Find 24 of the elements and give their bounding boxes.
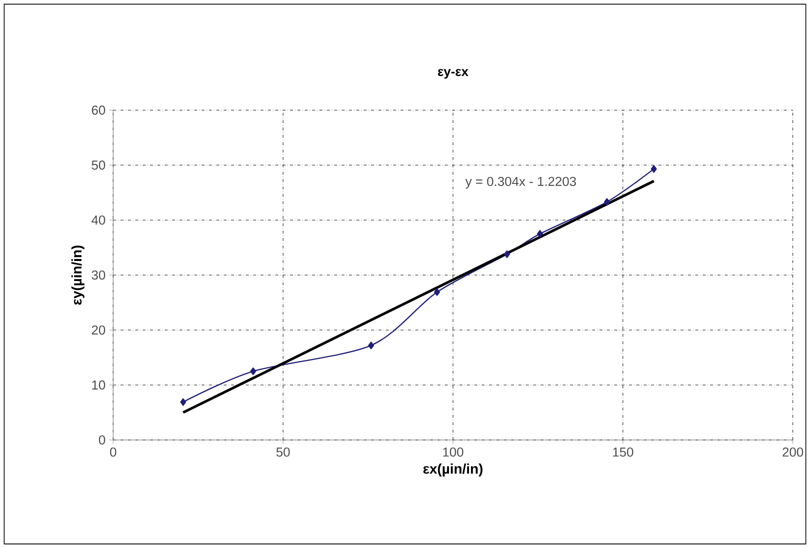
y-tick-label: 20 [92,325,106,335]
point [504,250,510,258]
point [604,198,610,206]
y-axis-title: εy(µin/in) [71,246,84,305]
x-tick-label: 200 [782,447,804,457]
annotation: y = 0.304x - 1.2203 [465,176,576,189]
point [650,165,657,173]
x-tick-label: 0 [110,447,116,457]
y-tick-label: 10 [92,380,106,390]
x-axis-title: εx(µin/in) [423,463,482,476]
y-tick-label: 30 [92,270,106,280]
chart-title: εy-εx [438,68,468,79]
y-tick-label: 40 [92,215,106,225]
point [536,230,543,238]
point [434,288,440,296]
x-tick-label: 150 [613,447,634,457]
y-tick-label: 50 [92,160,106,170]
x-tick-label: 50 [276,447,290,457]
y-tick-label: 0 [98,435,106,444]
point [368,342,374,350]
y-tick-label: 60 [92,105,106,115]
point [180,398,186,406]
x-tick-label: 100 [443,447,464,457]
point [250,367,256,375]
